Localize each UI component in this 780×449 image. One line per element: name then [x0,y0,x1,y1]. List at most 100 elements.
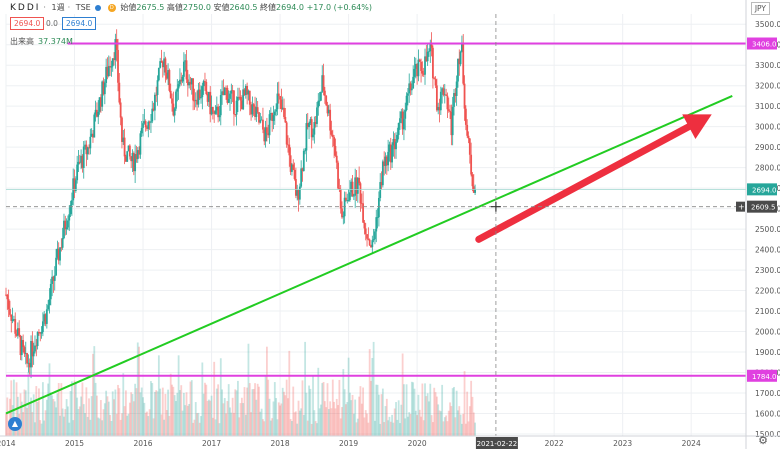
volume-bar [416,415,419,436]
volume-bar [143,402,146,436]
candle-body [16,328,19,336]
volume-bar [426,393,429,436]
candle-body [279,96,281,100]
volume-bar [305,392,308,436]
candle-body [352,195,355,197]
candle-body [355,177,358,194]
volume-bar [122,373,125,436]
candle-body [15,333,18,336]
candle-body [454,93,457,96]
candle-body [48,299,51,306]
candle-body [281,107,284,110]
annotation-lines[interactable] [5,14,746,436]
candle-body [102,81,105,95]
volume-bar [371,357,374,436]
volume-bar [406,416,409,436]
candle-body [56,248,59,258]
candle-body [47,305,50,310]
arrow-shaft[interactable] [475,123,693,243]
volume-bar [446,421,449,436]
volume-bar [134,383,137,436]
volume-bar [219,358,222,436]
candle-body [119,102,122,118]
candlesticks [5,29,476,379]
y-tick-label: 2500.0 [755,225,780,234]
candle-body [111,58,114,67]
candle-body [428,51,430,53]
volume-bar [472,412,475,436]
candle-body [184,60,187,62]
candle-body [19,335,22,356]
trend-line[interactable] [5,95,733,415]
interval-label[interactable]: 1週 [51,3,65,12]
candle-body [304,150,307,152]
candle-body [296,190,299,196]
volume-bar [85,387,88,436]
volume-bar [339,418,342,436]
candle-body [244,86,247,96]
candle-body [164,58,167,73]
y-tick-label: 2400.0 [755,246,780,255]
candle-body [471,174,474,187]
x-tick-label: 2018 [271,439,290,448]
candle-body [318,100,321,102]
volume-bar [59,415,61,436]
symbol-name[interactable]: KDDI [10,3,41,13]
candle-body [123,137,126,157]
candle-body [418,59,421,62]
candle-body [331,134,334,138]
candle-body [197,89,200,105]
tradingview-logo-icon[interactable]: ▲ [8,417,22,431]
volume-bar [152,418,155,436]
volume-bar [422,420,425,436]
volume-bar [5,413,7,436]
candle-body [345,197,347,201]
candle-body [408,83,411,94]
currency-badge[interactable]: JPY [750,2,770,15]
status-dot-icon [95,4,102,11]
arrow-head[interactable] [682,114,712,140]
volume-bar [238,417,241,436]
candle-body [53,275,56,281]
candle-body [55,257,57,276]
candle-body [450,111,453,136]
candle-body [233,90,235,115]
volume-bar [462,413,465,436]
volume-bar [383,422,386,436]
candle-body [89,136,92,149]
candle-body [297,190,300,200]
candle-body [284,116,287,123]
candle-body [132,152,135,172]
y-tick-label: 3500.0 [755,20,780,29]
candle-body [151,108,154,122]
gear-icon[interactable]: ⚙ [758,434,768,447]
buy-price-button[interactable]: 2694.0 [62,17,97,30]
candle-body [288,144,291,156]
volume-bar [148,409,151,436]
low-label: 安値 [213,3,230,12]
candle-body [397,122,400,135]
candle-body [160,61,163,62]
support-price-tag [747,369,777,382]
volume-bar [213,361,216,436]
volume-bar [132,401,135,436]
volume-bar [313,410,316,436]
sell-price-button[interactable]: 2694.0 [10,17,45,30]
volume-bar [291,421,293,436]
low-value: 2640.5 [229,3,258,12]
exchange-label: TSE [75,3,91,12]
candle-body [229,93,231,99]
candle-body [106,66,109,77]
candle-body [383,161,386,166]
candle-body [389,144,392,163]
candle-body [227,98,230,103]
candle-body [26,353,28,364]
volume-bar [52,399,55,436]
add-alert-icon[interactable] [736,201,745,212]
candle-body [67,220,69,228]
volume-bar [309,388,312,436]
candle-body [453,93,455,107]
volume-bar [190,380,193,436]
